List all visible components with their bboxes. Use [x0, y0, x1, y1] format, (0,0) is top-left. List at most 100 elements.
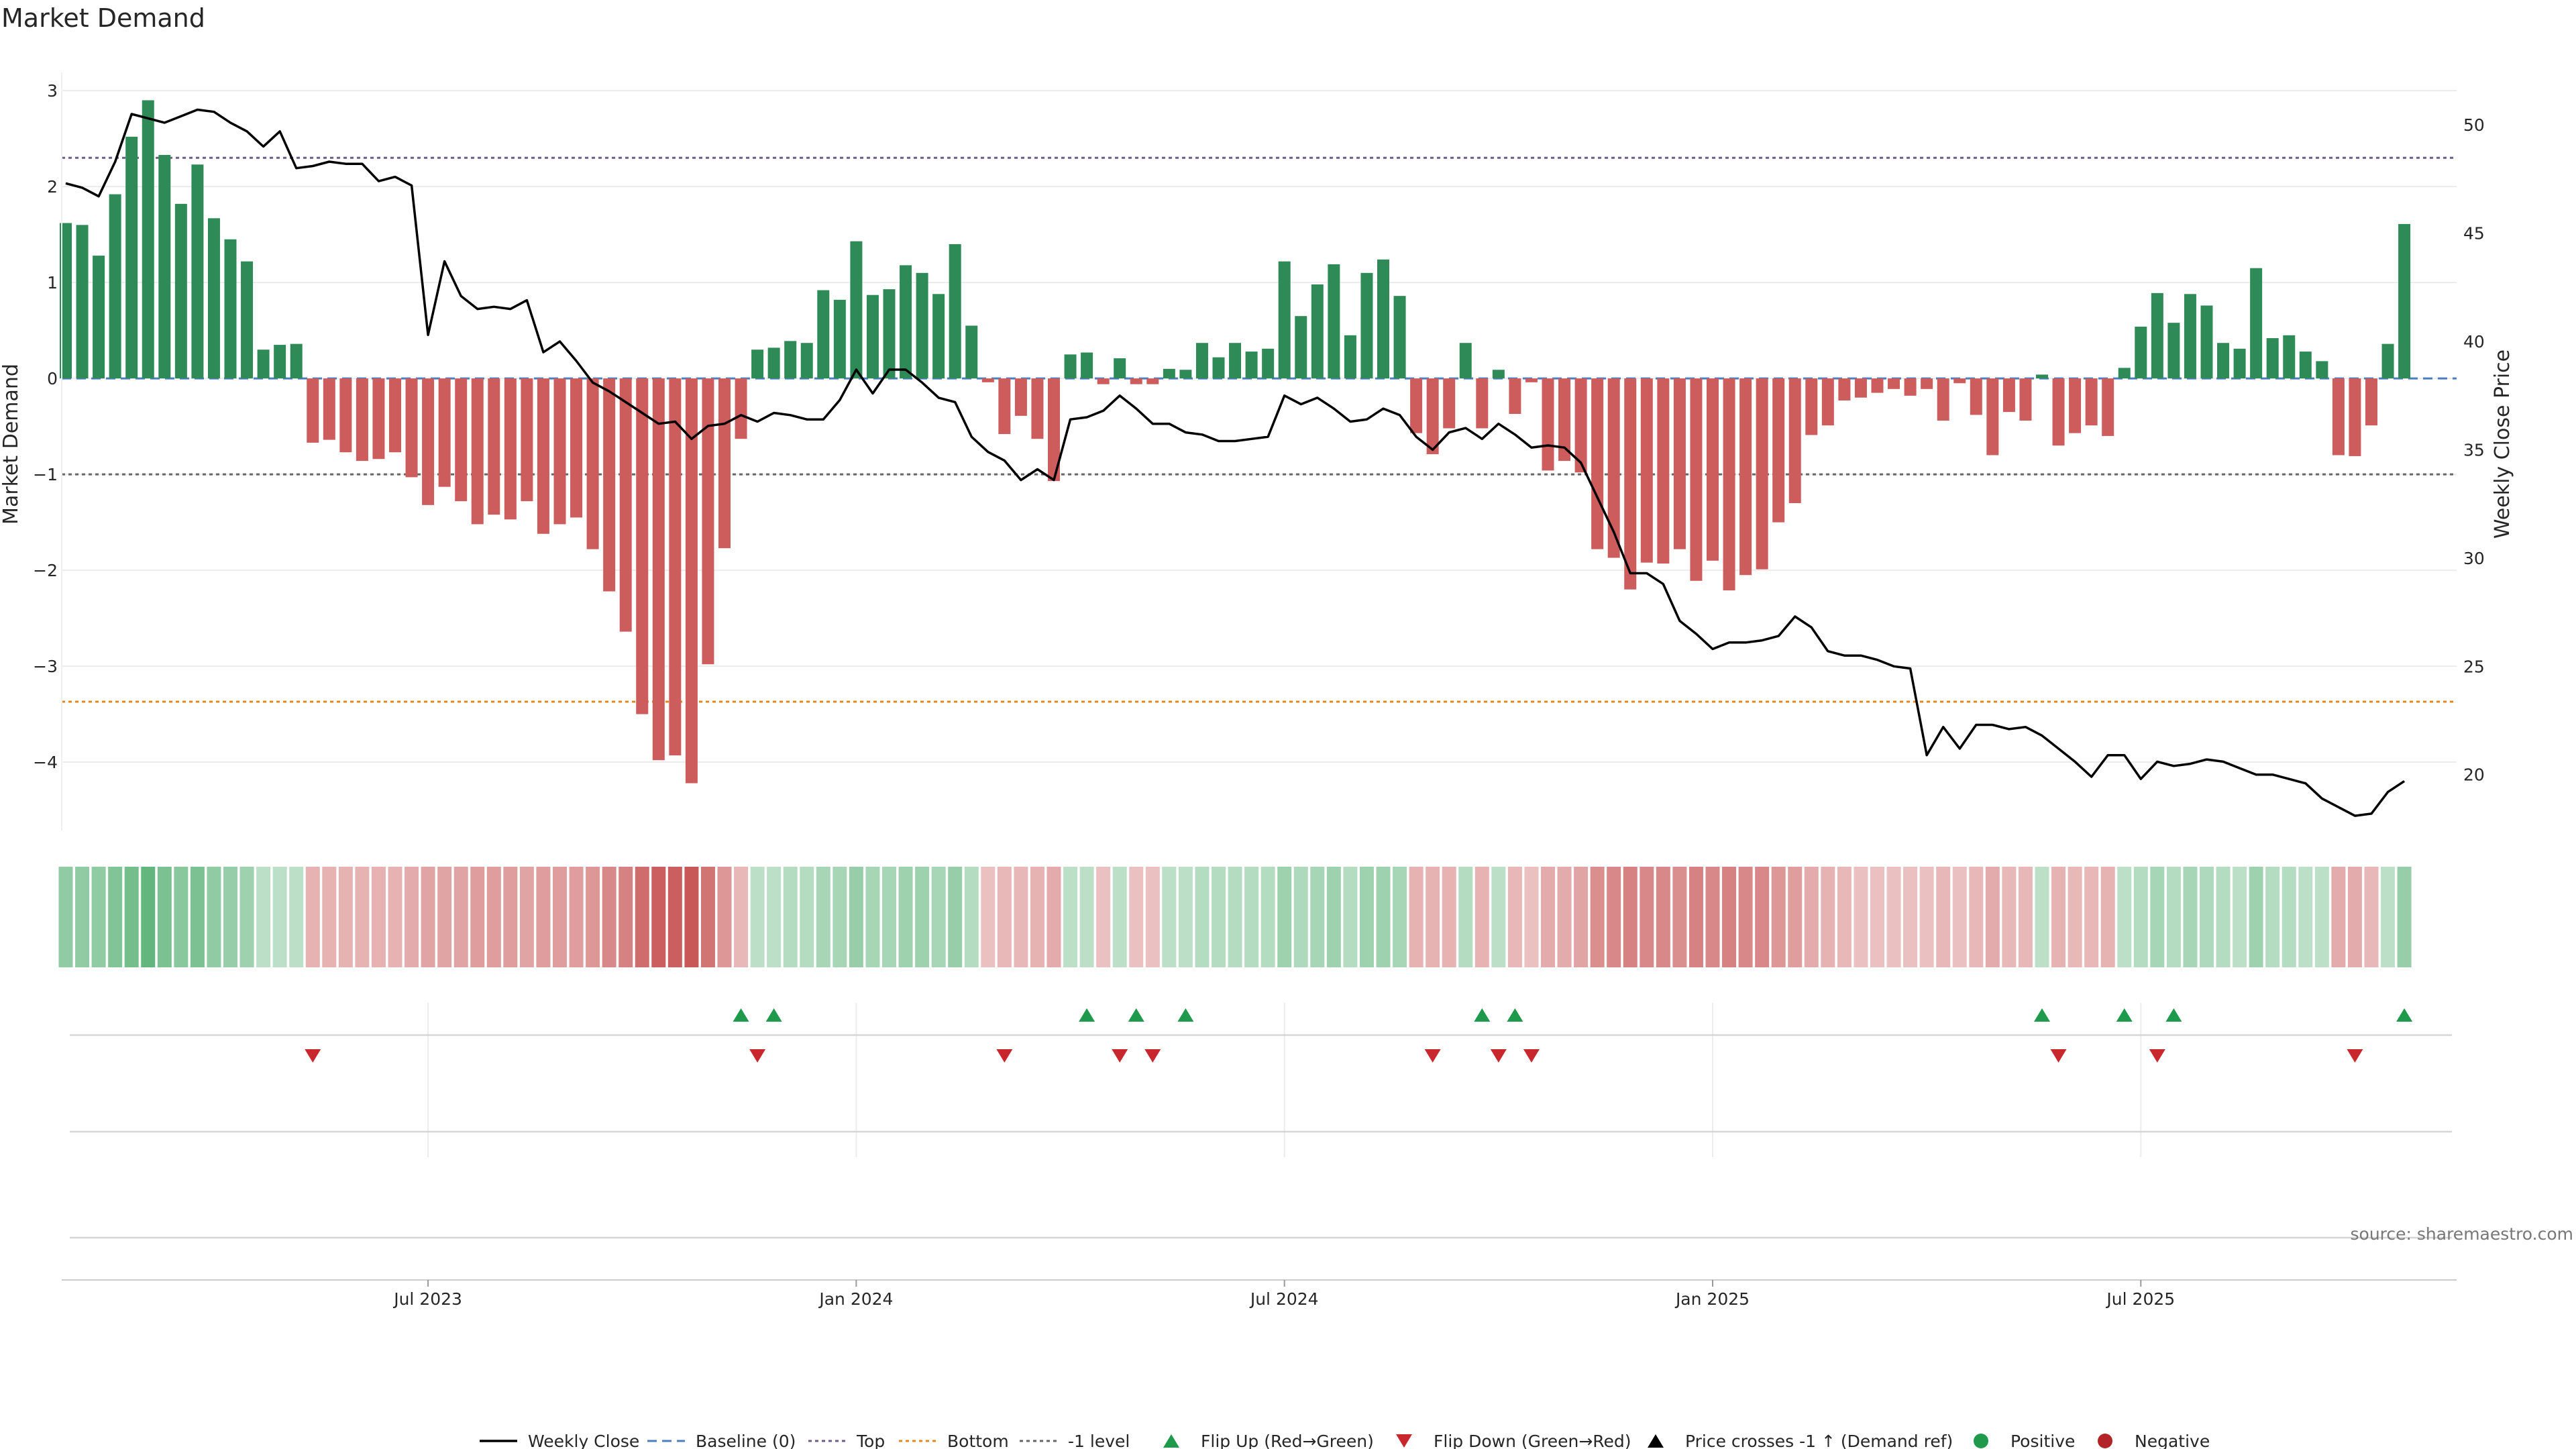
demand-bar [1509, 378, 1521, 415]
strip-cell [1393, 867, 1407, 967]
demand-bar [142, 100, 154, 379]
demand-bar [356, 378, 368, 462]
demand-bar [800, 343, 813, 379]
demand-bar [817, 290, 830, 379]
strip-cell [1228, 867, 1242, 967]
demand-bar [1838, 378, 1851, 400]
demand-bar [2365, 378, 2377, 426]
demand-bar [1410, 378, 1423, 433]
strip-cell [256, 867, 271, 967]
strip-cell [2331, 867, 2346, 967]
strip-cell [586, 867, 600, 967]
demand-bar [981, 378, 994, 382]
strip-cell [2084, 867, 2099, 967]
demand-bar [2052, 378, 2065, 446]
legend-label: Weekly Close [528, 1432, 639, 1449]
demand-bar [1212, 357, 1225, 379]
legend-item: Weekly Close [480, 1432, 639, 1449]
legend-swatch-triangle-down [1396, 1434, 1412, 1448]
strip-cell [1260, 867, 1275, 967]
reference-lines [62, 156, 2457, 703]
demand-bar [1328, 264, 1340, 379]
demand-bar [405, 378, 418, 478]
demand-bar [1574, 378, 1587, 473]
legend-item: Flip Down (Green→Red) [1396, 1432, 1631, 1449]
strip-cell [272, 867, 287, 967]
flip-down-marker [1424, 1049, 1441, 1063]
demand-bar [1772, 378, 1785, 523]
demand-bar [2184, 294, 2196, 379]
strip-cell [1854, 867, 1868, 967]
strip-cell [58, 867, 73, 967]
y-tick-label: −3 [33, 657, 58, 676]
demand-bar [2002, 378, 2015, 413]
demand-bar [718, 378, 731, 549]
legend-label: Flip Down (Green→Red) [1434, 1432, 1631, 1449]
demand-bar [1377, 259, 1389, 379]
strip-cell [1145, 867, 1160, 967]
demand-bar [2349, 378, 2361, 456]
demand-bar [1871, 378, 1884, 393]
demand-bar [636, 378, 649, 714]
strip-cell [2249, 867, 2263, 967]
flip-events-panel [70, 1008, 2452, 1239]
strip-cell [371, 867, 386, 967]
strip-cell [1063, 867, 1078, 967]
demand-bar [1970, 378, 1982, 415]
strip-cell [2364, 867, 2379, 967]
strip-cell [2035, 867, 2049, 967]
demand-bar [339, 378, 352, 453]
legend-item: Bottom [899, 1432, 1009, 1449]
strip-cell [2282, 867, 2296, 967]
demand-bar [158, 154, 171, 379]
demand-bar [2332, 378, 2345, 455]
strip-cell [2018, 867, 2033, 967]
strip-cell [1359, 867, 1374, 967]
demand-bar [1163, 368, 1175, 379]
strip-cell [635, 867, 649, 967]
y2-tick-label: 40 [2463, 332, 2485, 352]
strip-cell [2100, 867, 2115, 967]
demand-bar [916, 272, 928, 379]
strip-cell [108, 867, 123, 967]
demand-bar [76, 225, 89, 379]
strip-cell [355, 867, 370, 967]
strip-cell [1442, 867, 1456, 967]
strip-cell [2298, 867, 2313, 967]
strip-cell [981, 867, 996, 967]
demand-bar [570, 378, 583, 518]
demand-bar [60, 223, 72, 379]
flip-up-marker [1079, 1008, 1095, 1022]
strip-cell [2265, 867, 2280, 967]
strip-cell [1409, 867, 1424, 967]
strip-cell [207, 867, 221, 967]
strip-cell [91, 867, 106, 967]
flip-down-marker [1523, 1049, 1540, 1063]
x-tick-label: Jan 2024 [818, 1289, 893, 1309]
strip-cell [157, 867, 172, 967]
demand-bar [1788, 378, 1801, 503]
demand-bar [1739, 378, 1752, 576]
flip-down-marker [996, 1049, 1013, 1063]
demand-bar [323, 378, 335, 440]
y2-axis-ticks: 50 45 40 35 30 25 20 [2463, 115, 2485, 785]
strip-cell [1886, 867, 1901, 967]
demand-bar [784, 341, 797, 379]
strip-cell [1491, 867, 1506, 967]
legend-label: Price crosses -1 ↑ (Demand ref) [1685, 1432, 1953, 1449]
x-tick-label: Jul 2025 [2105, 1289, 2175, 1309]
legend-label: Bottom [947, 1432, 1009, 1449]
demand-bar [1360, 272, 1373, 379]
demand-bar [1295, 316, 1307, 379]
strip-cell [602, 867, 616, 967]
strip-cell [2397, 867, 2412, 967]
demand-bar [2167, 323, 2180, 379]
demand-bar [1130, 378, 1142, 384]
demand-bar [372, 378, 385, 460]
demand-bar [1014, 378, 1027, 416]
strip-cell [964, 867, 979, 967]
demand-bar [1921, 378, 1933, 389]
legend-label: Baseline (0) [696, 1432, 796, 1449]
demand-bar [307, 378, 319, 443]
flip-up-marker [2034, 1008, 2050, 1022]
